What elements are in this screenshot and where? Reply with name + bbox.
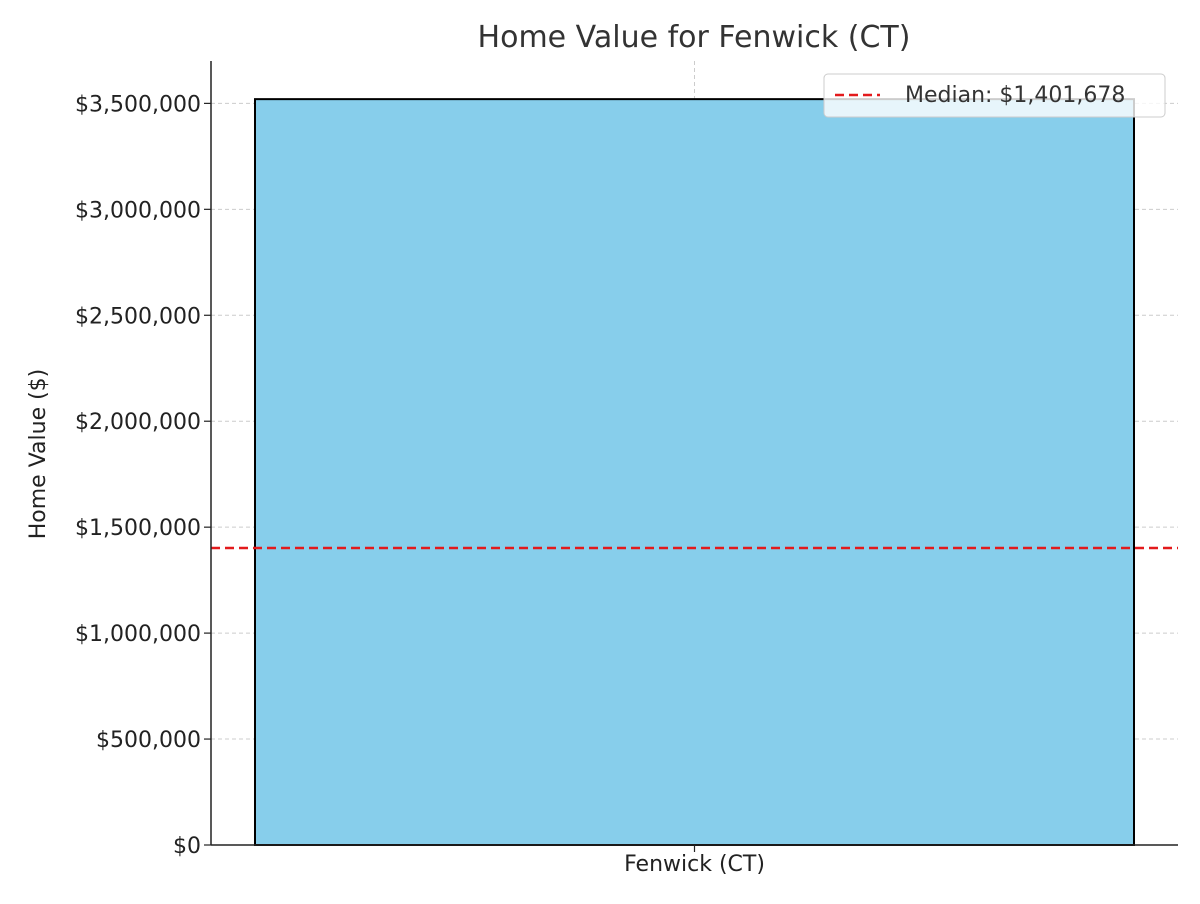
y-tick-label: $2,500,000 xyxy=(75,304,201,329)
y-tick-label: $500,000 xyxy=(96,728,201,753)
y-tick-label: $1,500,000 xyxy=(75,516,201,541)
y-tick-label: $1,000,000 xyxy=(75,622,201,647)
y-tick-label: $2,000,000 xyxy=(75,410,201,435)
x-tick-label: Fenwick (CT) xyxy=(624,852,765,877)
chart-title: Home Value for Fenwick (CT) xyxy=(478,20,911,55)
y-tick-label: $3,500,000 xyxy=(75,92,201,117)
bar xyxy=(253,98,1136,846)
legend-label: Median: $1,401,678 xyxy=(905,83,1125,108)
y-tick-label: $0 xyxy=(173,834,201,859)
y-tick-label: $3,000,000 xyxy=(75,198,201,223)
legend-box xyxy=(823,73,1166,118)
plot-area: $0 $500,000 $1,000,000 $1,500,000 $2,000,000… xyxy=(75,61,1178,877)
legend: Median: $1,401,678 xyxy=(823,73,1166,118)
y-axis-label: Home Value ($) xyxy=(26,369,51,540)
